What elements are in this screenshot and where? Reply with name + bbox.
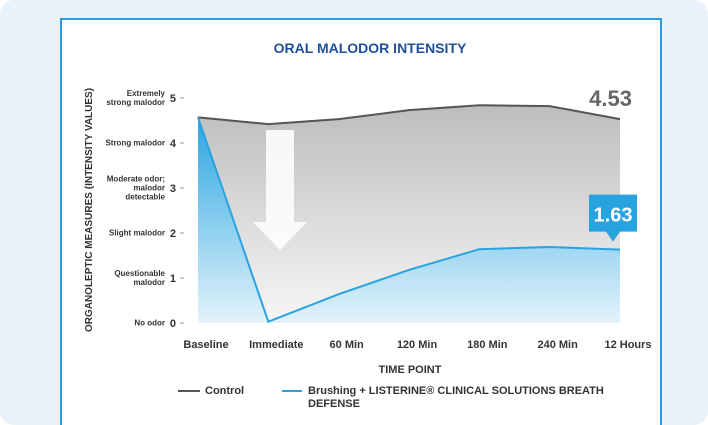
- x-tick-label: 240 Min: [537, 339, 578, 351]
- x-tick-label: Immediate: [249, 339, 303, 351]
- y-tick-description: Strong malodor: [105, 138, 165, 148]
- y-tick-label: 3: [170, 183, 176, 195]
- legend-label: Control: [205, 385, 245, 397]
- x-tick-label: 12 Hours: [604, 339, 651, 351]
- legend-label: Brushing + LISTERINE® CLINICAL SOLUTIONS…: [308, 385, 604, 410]
- y-tick-label: 5: [170, 93, 176, 105]
- y-tick-label: 1: [170, 273, 176, 285]
- y-tick-label: 4: [170, 138, 177, 150]
- y-tick-description: Questionable malodor: [114, 269, 165, 287]
- x-tick-label: 120 Min: [397, 339, 438, 351]
- value-badge: [589, 194, 637, 242]
- area-fill: [198, 117, 620, 323]
- value-label: 4.53: [589, 86, 632, 111]
- arrow: [253, 130, 307, 250]
- x-tick-label: 180 Min: [467, 339, 508, 351]
- series-line: [197, 117, 621, 323]
- y-axis-title: ORGANOLEPTIC MEASURES (INTENSITY VALUES): [84, 88, 95, 332]
- area-fill: [198, 105, 620, 322]
- chart-title: ORAL MALODOR INTENSITY: [274, 40, 467, 56]
- y-tick-description: Slight malodor: [109, 228, 165, 238]
- x-axis-title: TIME POINT: [379, 364, 442, 376]
- value-label: 1.63: [594, 205, 633, 227]
- series-line: [197, 104, 621, 126]
- y-tick-description: Moderate odor; malodor detectable: [106, 174, 165, 202]
- y-tick-label: 2: [170, 228, 176, 240]
- x-tick-label: 60 Min: [330, 339, 365, 351]
- x-tick-label: Baseline: [183, 339, 228, 351]
- y-axis-title-text: ORGANOLEPTIC MEASURES (INTENSITY VALUES): [84, 88, 95, 332]
- y-tick-label: 0: [170, 318, 176, 330]
- y-tick-description: No odor: [134, 318, 165, 328]
- y-tick-description: Extremely strong malodor: [106, 89, 165, 107]
